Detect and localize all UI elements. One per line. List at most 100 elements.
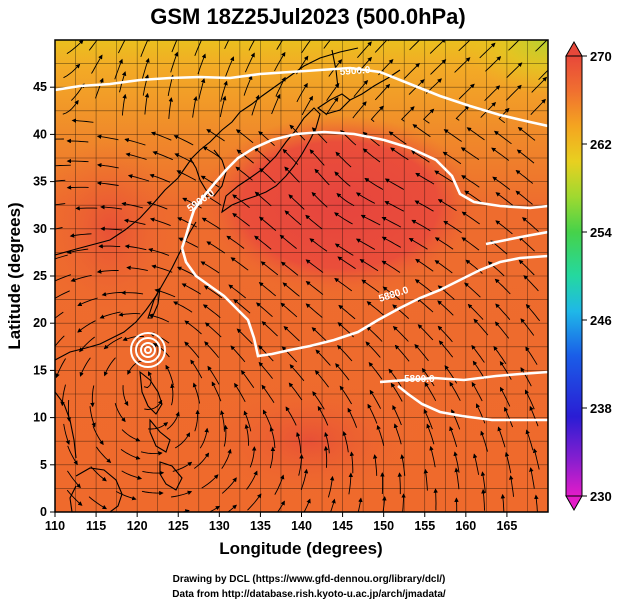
streamline-arrow [258, 131, 275, 147]
y-axis-label: Latitude (degrees) [5, 202, 24, 349]
streamline-arrow [301, 40, 312, 54]
y-tick-label: 15 [33, 363, 47, 377]
streamline-arrow [170, 383, 175, 406]
streamline-arrow [140, 451, 163, 456]
streamline-arrow [204, 341, 220, 358]
streamline-arrow [390, 382, 403, 402]
x-tick-label: 115 [86, 519, 106, 533]
streamline-arrow [91, 54, 103, 74]
streamline-arrow [337, 344, 353, 362]
streamline-arrow [55, 203, 66, 206]
streamline-arrow [433, 488, 438, 511]
streamline-arrow [236, 149, 254, 164]
streamline-arrow [55, 254, 68, 260]
streamline-arrow [390, 147, 409, 161]
streamline-arrow [190, 359, 203, 379]
streamline-arrow [423, 108, 435, 124]
streamline-arrow [529, 467, 535, 489]
y-tick-label: 5 [40, 458, 47, 472]
streamline-arrow [506, 62, 523, 79]
streamline-arrow [55, 274, 72, 284]
streamline-arrow [71, 118, 94, 123]
streamline-arrow [357, 497, 363, 512]
streamline-arrow [471, 381, 483, 402]
coast-kamchatka-kurils [349, 69, 401, 101]
coast-visayas [149, 418, 171, 453]
streamline-arrow [434, 260, 453, 274]
streamline-arrow [69, 233, 92, 238]
streamline-arrow [284, 210, 302, 226]
y-tick-label: 30 [33, 222, 47, 236]
streamline-arrow [393, 423, 402, 445]
streamline-arrow [221, 477, 237, 494]
streamline-arrow [259, 168, 276, 184]
streamline-arrow [374, 40, 391, 53]
streamline-arrow [461, 211, 480, 225]
streamline-arrow [491, 147, 510, 161]
streamline-arrow [284, 166, 300, 183]
streamline-arrow [206, 129, 225, 142]
streamline-arrow [361, 279, 380, 293]
coast-borneo [69, 467, 123, 512]
streamline-arrow [224, 40, 230, 49]
streamline-arrow [347, 407, 358, 428]
streamline-arrow [261, 321, 278, 337]
coast-taiwan [147, 287, 161, 319]
colorbar-tick-label: 254 [590, 225, 612, 240]
streamline-arrow [449, 381, 461, 401]
streamline-arrow [311, 327, 328, 343]
streamline-arrow [516, 149, 535, 164]
streamline-arrow [77, 320, 96, 333]
x-tick-label: 140 [291, 519, 312, 533]
streamline-arrow [55, 335, 65, 347]
streamline-arrow [121, 201, 143, 209]
streamline-arrow [312, 391, 325, 410]
streamline-arrow [181, 283, 201, 295]
y-tick-label: 40 [33, 127, 47, 141]
streamline-arrow [243, 75, 253, 96]
streamline-arrow [409, 40, 421, 51]
streamline-arrow [494, 321, 510, 339]
streamline-arrow [121, 470, 143, 480]
streamline-arrow [103, 357, 116, 377]
streamline-arrow [70, 274, 92, 282]
streamline-arrow [67, 470, 81, 489]
streamline-arrow [522, 217, 539, 232]
streamline-arrow [472, 453, 480, 475]
streamline-arrow [414, 344, 429, 362]
map-plot-area: 5900.0 5900.0 5880.0 5800.0 [55, 40, 548, 532]
streamline-arrow [174, 153, 195, 164]
streamline-arrow [362, 131, 380, 147]
streamline-arrow [394, 344, 410, 362]
streamline-arrow [472, 360, 486, 380]
x-tick-label: 130 [209, 519, 230, 533]
streamline-arrow [461, 237, 480, 251]
streamline-arrow [114, 58, 123, 80]
streamline-arrow [437, 325, 453, 343]
x-tick-label: 150 [373, 519, 394, 533]
streamline-arrow [63, 519, 79, 532]
streamline-arrow [166, 411, 180, 430]
streamline-arrow [197, 53, 206, 75]
streamline-arrow [492, 176, 511, 190]
streamline-arrow [334, 277, 353, 292]
streamline-arrow [392, 304, 410, 320]
streamline-arrow [392, 404, 402, 426]
streamline-arrow [184, 320, 202, 335]
colorbar-tick-label: 262 [590, 137, 612, 152]
streamline-arrow [303, 498, 311, 512]
streamline-arrow [374, 83, 391, 101]
streamline-arrow [404, 62, 420, 79]
streamline-arrow [479, 42, 496, 59]
streamline-arrow [485, 56, 502, 72]
streamline-arrow [90, 466, 107, 482]
streamline-arrow [314, 370, 329, 388]
streamline-arrow [88, 496, 107, 510]
x-axis-label: Longitude (degrees) [219, 539, 382, 558]
streamline-arrow [115, 491, 137, 501]
streamline-arrow [305, 303, 323, 318]
streamline-arrow [401, 106, 415, 122]
x-tick-label: 125 [168, 519, 189, 533]
streamline-arrow [223, 424, 229, 447]
streamline-arrow [414, 279, 433, 293]
